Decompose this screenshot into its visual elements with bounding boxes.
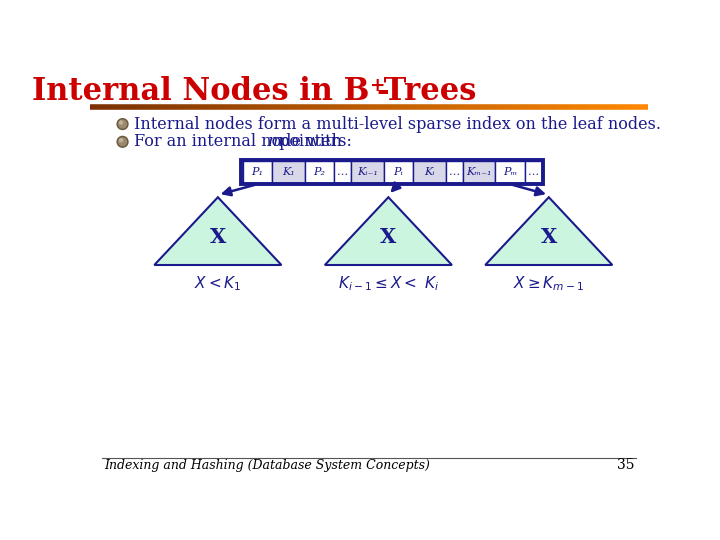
Text: $X < K_1$: $X < K_1$: [194, 274, 242, 293]
Circle shape: [119, 120, 127, 128]
Polygon shape: [485, 197, 612, 265]
Bar: [243, 161, 272, 183]
Text: …: …: [528, 167, 539, 177]
Text: Kᵢ: Kᵢ: [424, 167, 435, 177]
Circle shape: [120, 121, 122, 124]
Circle shape: [119, 138, 127, 146]
Text: …: …: [449, 167, 460, 177]
Text: $X \geq K_{m-1}$: $X \geq K_{m-1}$: [513, 274, 585, 293]
Bar: [446, 161, 463, 183]
Polygon shape: [154, 197, 282, 265]
Bar: [463, 161, 495, 183]
Text: X: X: [541, 227, 557, 247]
Text: Internal nodes form a multi-level sparse index on the leaf nodes.: Internal nodes form a multi-level sparse…: [134, 116, 661, 133]
Circle shape: [117, 119, 128, 130]
Bar: [413, 161, 446, 183]
Text: m: m: [267, 133, 283, 150]
Text: Kᵢ₋₁: Kᵢ₋₁: [357, 167, 378, 177]
Bar: [384, 161, 413, 183]
Text: $K_{i-1} \leq X <\ K_i$: $K_{i-1} \leq X <\ K_i$: [338, 274, 439, 293]
Text: K₁: K₁: [282, 167, 294, 177]
Bar: [241, 159, 544, 184]
Circle shape: [117, 137, 128, 147]
Text: Pᵢ: Pᵢ: [394, 167, 403, 177]
Text: pointers:: pointers:: [274, 133, 352, 150]
Circle shape: [120, 139, 122, 142]
Text: 35: 35: [616, 458, 634, 472]
Bar: [495, 161, 525, 183]
Bar: [334, 161, 351, 183]
Text: Kₘ₋₁: Kₘ₋₁: [467, 167, 492, 177]
Bar: [351, 161, 384, 183]
Text: X: X: [380, 227, 397, 247]
Text: Indexing and Hashing (Database System Concepts): Indexing and Hashing (Database System Co…: [104, 458, 430, 472]
Text: P₂: P₂: [313, 167, 325, 177]
Text: +: +: [370, 77, 385, 96]
Text: Internal Nodes in B: Internal Nodes in B: [32, 76, 369, 107]
Text: …: …: [337, 167, 348, 177]
Text: -Trees: -Trees: [377, 76, 477, 107]
Polygon shape: [325, 197, 452, 265]
Text: Pₘ: Pₘ: [503, 167, 517, 177]
Bar: [305, 161, 334, 183]
Text: For an internal node with: For an internal node with: [134, 133, 347, 150]
Text: P₁: P₁: [251, 167, 264, 177]
Bar: [525, 161, 542, 183]
Text: X: X: [210, 227, 226, 247]
Bar: [272, 161, 305, 183]
